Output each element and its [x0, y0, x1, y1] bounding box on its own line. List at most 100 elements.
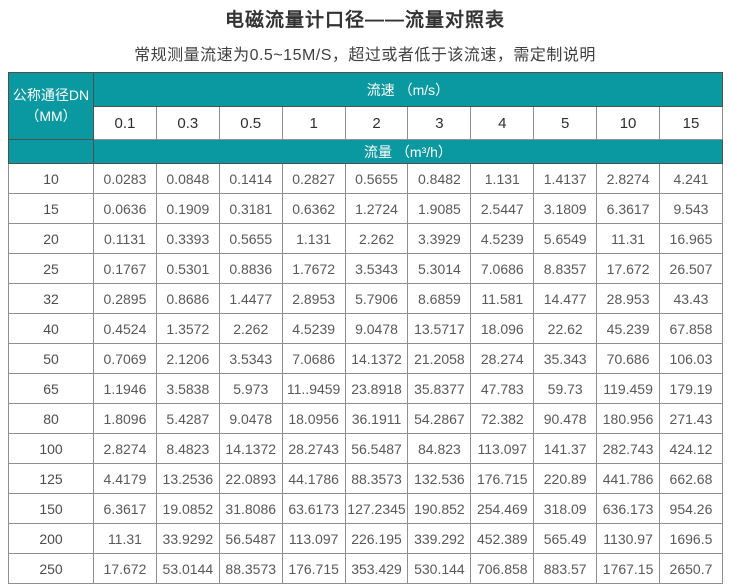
flow-value-cell: 7.0686	[470, 253, 535, 284]
flow-value-cell: 127.2345	[344, 493, 409, 524]
flow-value-cell: 2.262	[344, 223, 409, 254]
dn-cell: 20	[8, 223, 94, 254]
dn-cell: 125	[8, 463, 94, 494]
flow-value-cell: 47.783	[470, 373, 535, 404]
flow-value-cell: 16.965	[659, 223, 723, 254]
table-row: 200 11.31 33.9292 56.5487 113.097 226.195 339.…	[8, 523, 723, 554]
flow-value-cell: 883.57	[533, 553, 598, 584]
flow-value-cell: 23.8918	[344, 373, 409, 404]
table-row: 80 1.8096 5.4287 9.0478 18.0956 36.1911 54.286…	[8, 403, 723, 434]
flow-value-cell: 0.5655	[344, 163, 409, 194]
flow-value-cell: 84.823	[407, 433, 472, 464]
flow-value-cell: 9.0478	[344, 313, 409, 344]
flow-value-cell: 14.477	[533, 283, 598, 314]
flow-value-cell: 11.581	[470, 283, 535, 314]
flow-value-cell: 11.31	[596, 223, 661, 254]
dn-cell: 40	[8, 313, 94, 344]
table-row: 125 4.4179 13.2536 22.0893 44.1786 88.3573 132…	[8, 463, 723, 494]
flow-value-cell: 1.131	[281, 223, 346, 254]
flow-value-cell: 26.507	[659, 253, 723, 284]
flow-value-cell: 0.0636	[93, 193, 157, 224]
flow-table-body: 10 0.0283 0.0848 0.1414 0.2827 0.5655 0.8482 1.…	[8, 163, 723, 584]
table-row: 40 0.4524 1.3572 2.262 4.5239 9.0478 13.5717 18…	[8, 313, 723, 344]
flow-value-cell: 6.3617	[596, 193, 661, 224]
flow-value-cell: 1.4477	[218, 283, 283, 314]
flow-value-cell: 0.1414	[218, 163, 283, 194]
flow-value-cell: 0.8482	[407, 163, 472, 194]
flow-value-cell: 176.715	[470, 463, 535, 494]
flow-rate-table: 公称通径DN （MM） 流速 （m/s） 0.1 0.3 0.5 1 2 3 4 5 10 15 …	[8, 72, 723, 584]
flow-value-cell: 220.89	[533, 463, 598, 494]
velocity-value-cell: 4	[470, 106, 535, 140]
flow-value-cell: 0.8836	[218, 253, 283, 284]
flow-value-cell: 28.953	[596, 283, 661, 314]
flow-value-cell: 282.743	[596, 433, 661, 464]
flow-value-cell: 954.26	[659, 493, 723, 524]
flow-value-cell: 88.3573	[344, 463, 409, 494]
dn-cell: 10	[8, 163, 94, 194]
flow-value-cell: 5.6549	[533, 223, 598, 254]
flow-value-cell: 53.0144	[155, 553, 220, 584]
corner-header-line2: （MM）	[25, 108, 77, 124]
table-row: 25 0.1767 0.5301 0.8836 1.7672 3.5343 5.3014 7.…	[8, 253, 723, 284]
flow-value-cell: 452.389	[470, 523, 535, 554]
table-row: 250 17.672 53.0144 88.3573 176.715 353.429 530…	[8, 553, 723, 584]
flow-value-cell: 59.73	[533, 373, 598, 404]
velocity-header-row: 公称通径DN （MM） 流速 （m/s）	[8, 72, 723, 140]
table-row: 10 0.0283 0.0848 0.1414 0.2827 0.5655 0.8482 1.…	[8, 163, 723, 194]
flow-value-cell: 119.459	[596, 373, 661, 404]
dn-cell: 65	[8, 373, 94, 404]
flow-value-cell: 706.858	[470, 553, 535, 584]
flow-value-cell: 17.672	[93, 553, 157, 584]
flow-value-cell: 0.7069	[93, 343, 157, 374]
flow-value-cell: 441.786	[596, 463, 661, 494]
flow-value-cell: 1696.5	[659, 523, 723, 554]
flow-value-cell: 0.1767	[93, 253, 157, 284]
page-subtitle: 常规测量流速为0.5~15M/S，超过或者低于该流速，需定制说明	[134, 47, 596, 64]
velocity-values-row: 0.1 0.3 0.5 1 2 3 4 5 10 15	[9, 106, 723, 140]
flow-value-cell: 1.3572	[155, 313, 220, 344]
flow-value-cell: 2.8274	[93, 433, 157, 464]
flow-value-cell: 0.8686	[155, 283, 220, 314]
page-title: 电磁流量计口径——流量对照表	[224, 10, 505, 31]
corner-header-line1: 公称通径DN	[12, 87, 90, 103]
flow-header-spacer-cell	[8, 139, 94, 164]
dn-cell: 25	[8, 253, 94, 284]
flow-value-cell: 0.0283	[93, 163, 157, 194]
flow-value-cell: 35.343	[533, 343, 598, 374]
table-row: 32 0.2895 0.8686 1.4477 2.8953 5.7906 8.6859 11…	[8, 283, 723, 314]
dn-cell: 100	[8, 433, 94, 464]
flow-value-cell: 0.4524	[93, 313, 157, 344]
flow-value-cell: 132.536	[407, 463, 472, 494]
flow-value-cell: 4.5239	[281, 313, 346, 344]
dn-cell: 200	[8, 523, 94, 554]
table-row: 65 1.1946 3.5838 5.973 11..9459 23.8918 35.837…	[8, 373, 723, 404]
flow-value-cell: 8.8357	[533, 253, 598, 284]
flow-value-cell: 7.0686	[281, 343, 346, 374]
flow-value-cell: 88.3573	[218, 553, 283, 584]
flow-value-cell: 28.2743	[281, 433, 346, 464]
velocity-value-cell: 0.3	[155, 106, 220, 140]
velocity-value-cell: 2	[344, 106, 409, 140]
flow-value-cell: 2.8274	[596, 163, 661, 194]
flow-value-cell: 9.0478	[218, 403, 283, 434]
flow-value-cell: 1.4137	[533, 163, 598, 194]
dn-cell: 80	[8, 403, 94, 434]
flow-value-cell: 3.5838	[155, 373, 220, 404]
flow-header-label: 流量 （m³/h）	[93, 139, 723, 164]
table-row: 100 2.8274 8.4823 14.1372 28.2743 56.5487 84.8…	[8, 433, 723, 464]
table-row: 20 0.1131 0.3393 0.5655 1.131 2.262 3.3929 4.52…	[8, 223, 723, 254]
flow-value-cell: 106.03	[659, 343, 723, 374]
flow-value-cell: 0.2895	[93, 283, 157, 314]
flow-value-cell: 22.62	[533, 313, 598, 344]
flow-value-cell: 0.6362	[281, 193, 346, 224]
velocity-value-cell: 0.1	[93, 106, 157, 140]
flow-value-cell: 56.5487	[218, 523, 283, 554]
flow-value-cell: 28.274	[470, 343, 535, 374]
flow-value-cell: 180.956	[596, 403, 661, 434]
flow-value-cell: 2.8953	[281, 283, 346, 314]
dn-cell: 32	[8, 283, 94, 314]
velocity-value-cell: 0.5	[218, 106, 283, 140]
flow-value-cell: 1.8096	[93, 403, 157, 434]
flow-value-cell: 21.2058	[407, 343, 472, 374]
